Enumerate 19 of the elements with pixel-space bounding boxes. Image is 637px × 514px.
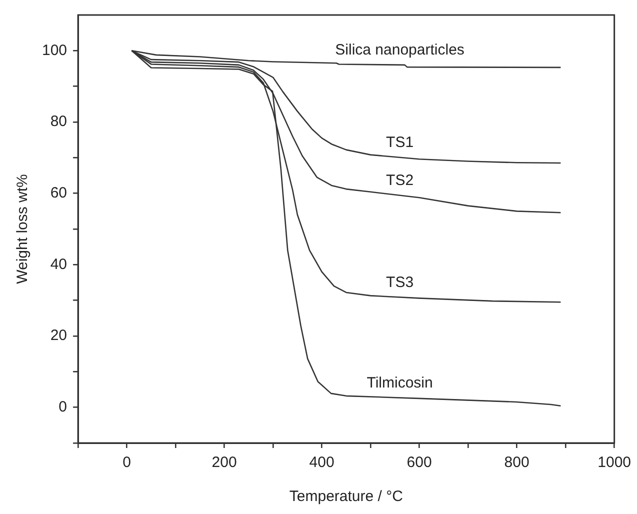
series-label: Silica nanoparticles (335, 42, 464, 59)
y-tick-label: 20 (50, 327, 68, 344)
x-axis-title: Temperature / °C (289, 488, 404, 506)
x-tick-label: 800 (504, 454, 530, 472)
x-tick-label: 0 (122, 454, 131, 472)
x-tick-label: 600 (406, 454, 432, 472)
x-tick-label: 200 (212, 454, 237, 472)
series-label: TS3 (386, 274, 414, 291)
series-label: TS2 (386, 172, 414, 189)
y-tick-label: 80 (50, 113, 68, 130)
x-tick-label: 1000 (598, 454, 632, 472)
y-tick-label: 40 (50, 256, 68, 273)
series-label: TS1 (386, 134, 414, 152)
y-axis-title: Weight loss wt% (14, 174, 32, 284)
x-tick-label: 400 (309, 454, 334, 472)
y-tick-label: 0 (58, 398, 68, 416)
y-tick-label: 60 (50, 184, 68, 202)
series-label: Tilmicosin (366, 374, 433, 392)
y-tick-label: 100 (42, 42, 68, 59)
